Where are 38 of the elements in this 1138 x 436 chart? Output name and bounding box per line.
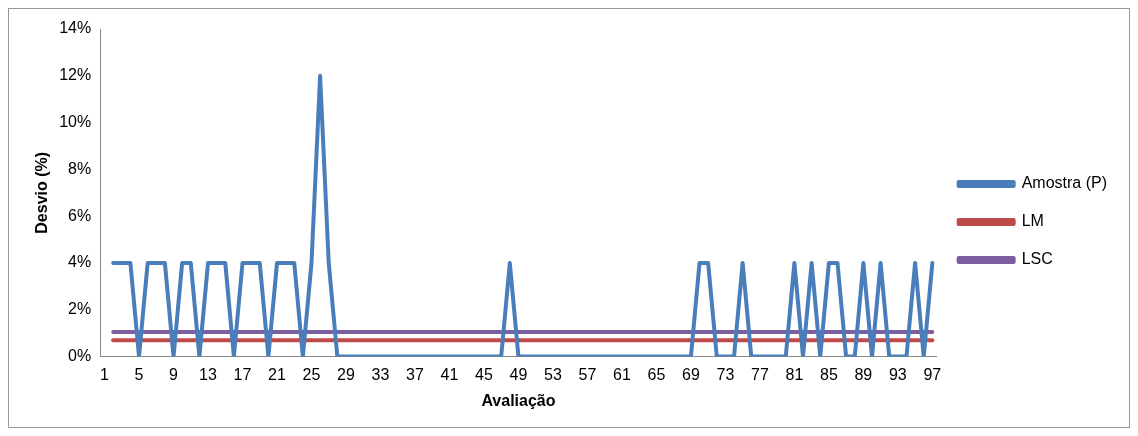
- x-tick-label: 5: [134, 365, 144, 383]
- y-tick-label: 2%: [68, 300, 92, 318]
- x-tick-label: 25: [302, 365, 321, 383]
- x-tick-label: 69: [682, 365, 700, 383]
- x-tick-label: 21: [268, 365, 286, 383]
- x-tick-label: 97: [923, 365, 942, 383]
- x-tick-label: 53: [544, 365, 562, 383]
- x-tick-label: 57: [578, 365, 597, 383]
- x-tick-label: 9: [169, 365, 179, 383]
- x-tick-label: 17: [233, 365, 252, 383]
- x-tick-label: 89: [854, 365, 873, 383]
- y-tick-label: 0%: [68, 347, 92, 365]
- x-tick-label: 37: [406, 365, 424, 383]
- x-tick-label: 49: [509, 365, 528, 383]
- x-tick-label: 77: [750, 365, 769, 383]
- x-tick-label: 13: [199, 365, 218, 383]
- x-tick-label: 41: [440, 365, 459, 383]
- y-tick-label: 6%: [68, 206, 92, 224]
- x-tick-label: 73: [716, 365, 735, 383]
- x-tick-label: 85: [819, 365, 838, 383]
- x-tick-label: 61: [613, 365, 631, 383]
- x-axis-title: Avaliação: [481, 391, 556, 409]
- y-tick-label: 4%: [68, 253, 92, 271]
- x-tick-label: 29: [337, 365, 355, 383]
- y-tick-label: 8%: [68, 159, 92, 177]
- legend-label: LM: [1021, 212, 1044, 230]
- x-tick-label: 33: [371, 365, 390, 383]
- x-tick-label: 65: [647, 365, 666, 383]
- y-tick-label: 12%: [59, 66, 92, 84]
- legend-label: Amostra (P): [1021, 174, 1107, 192]
- y-axis-title: Desvio (%): [33, 151, 51, 234]
- x-tick-label: 81: [785, 365, 804, 383]
- legend-label: LSC: [1021, 250, 1053, 268]
- x-tick-label: 93: [888, 365, 907, 383]
- x-tick-label: 1: [100, 365, 110, 383]
- x-tick-label: 45: [475, 365, 493, 383]
- y-tick-label: 14%: [59, 19, 92, 37]
- y-tick-label: 10%: [59, 113, 92, 131]
